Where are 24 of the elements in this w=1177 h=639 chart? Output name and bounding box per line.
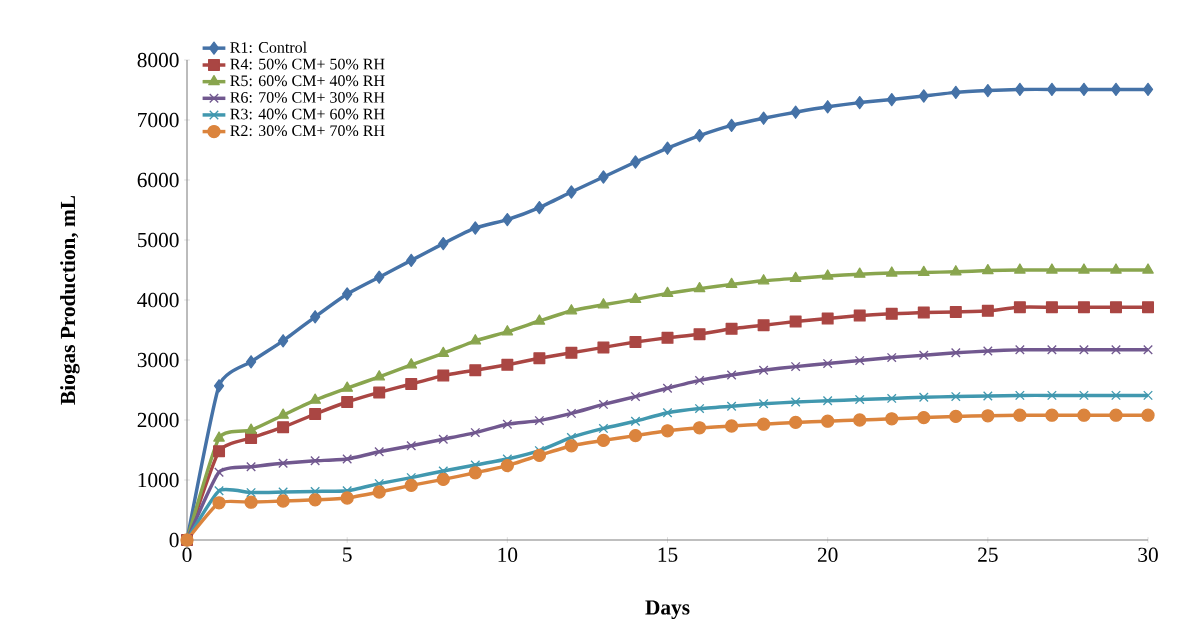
legend-label: R4: 50% CM+ 50% RH <box>230 58 385 70</box>
y-tick-label: 0 <box>169 532 179 548</box>
x-tick-label: 25 <box>978 547 998 562</box>
x-tick-label: 0 <box>182 547 192 562</box>
x-axis-title: Days <box>645 600 690 620</box>
y-axis-title: Biogas Production, mL <box>60 195 80 405</box>
y-tick-label: 4000 <box>137 292 179 308</box>
y-tick-label: 2000 <box>137 412 179 428</box>
legend-label: R5: 60% CM+ 40% RH <box>230 75 385 87</box>
legend-label: R3: 40% CM+ 60% RH <box>230 108 385 120</box>
y-tick-label: 3000 <box>137 352 179 368</box>
y-tick-label: 8000 <box>137 52 179 68</box>
y-tick-label: 1000 <box>138 472 179 488</box>
y-tick-label: 6000 <box>137 172 179 188</box>
x-tick-label: 15 <box>658 547 678 562</box>
x-tick-label: 20 <box>817 547 838 562</box>
x-tick-label: 10 <box>498 547 518 562</box>
y-tick-label: 5000 <box>138 232 179 248</box>
y-tick-label: 7000 <box>138 112 179 128</box>
legend-label: R6: 70% CM+ 30% RH <box>230 91 385 103</box>
legend-label: R2: 30% CM+ 70% RH <box>230 125 385 137</box>
x-tick-label: 5 <box>343 547 352 562</box>
legend-label: R1: Control <box>230 41 307 53</box>
x-tick-label: 30 <box>1138 547 1158 562</box>
